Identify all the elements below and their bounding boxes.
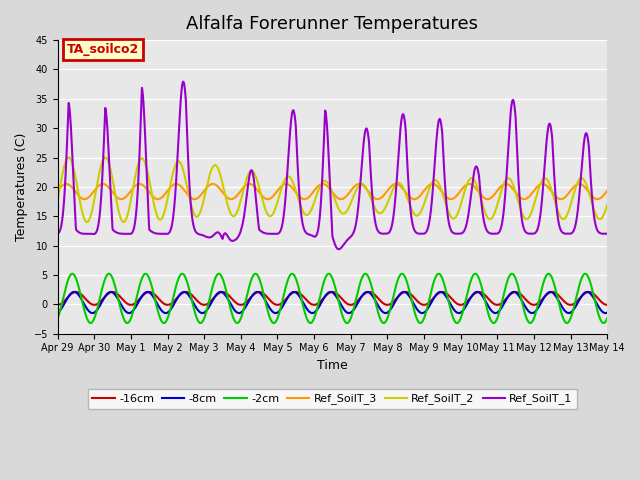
Line: Ref_SoilT_3: Ref_SoilT_3 [58, 184, 607, 199]
-2cm [456, 318, 463, 324]
-2cm [600, 320, 607, 326]
-16cm [314, 300, 322, 306]
Line: -16cm: -16cm [58, 292, 607, 305]
-8cm [456, 310, 463, 316]
-16cm [241, 301, 248, 307]
Ref_SoilT_1 [604, 231, 611, 237]
Ref_SoilT_2 [54, 197, 61, 203]
-16cm [54, 302, 61, 308]
-8cm [604, 310, 611, 315]
-2cm [54, 315, 61, 321]
Ref_SoilT_3 [573, 181, 581, 187]
-2cm [604, 315, 611, 321]
Ref_SoilT_2 [580, 177, 588, 183]
-8cm [70, 289, 78, 295]
Line: -2cm: -2cm [58, 274, 607, 323]
-2cm [314, 303, 322, 309]
Ref_SoilT_1 [241, 211, 248, 216]
Ref_SoilT_3 [54, 188, 61, 193]
-2cm [68, 271, 76, 276]
-8cm [580, 290, 588, 296]
Ref_SoilT_2 [241, 183, 248, 189]
Ref_SoilT_2 [314, 189, 322, 194]
-16cm [456, 302, 463, 308]
Ref_SoilT_3 [456, 190, 463, 195]
Legend: -16cm, -8cm, -2cm, Ref_SoilT_3, Ref_SoilT_2, Ref_SoilT_1: -16cm, -8cm, -2cm, Ref_SoilT_3, Ref_Soil… [88, 389, 577, 409]
Ref_SoilT_2 [604, 202, 611, 208]
Ref_SoilT_3 [246, 181, 253, 187]
Ref_SoilT_2 [456, 206, 463, 212]
-8cm [241, 306, 248, 312]
Ref_SoilT_2 [65, 155, 72, 160]
Ref_SoilT_2 [573, 180, 581, 186]
Line: Ref_SoilT_1: Ref_SoilT_1 [58, 82, 607, 249]
Ref_SoilT_3 [604, 188, 611, 193]
-2cm [471, 271, 479, 276]
-2cm [580, 271, 588, 277]
-8cm [471, 290, 479, 296]
X-axis label: Time: Time [317, 359, 348, 372]
-16cm [573, 298, 581, 304]
Ref_SoilT_3 [241, 184, 248, 190]
Ref_SoilT_1 [580, 138, 588, 144]
Ref_SoilT_1 [471, 166, 479, 171]
Ref_SoilT_2 [471, 179, 479, 184]
-16cm [471, 290, 479, 296]
Ref_SoilT_2 [83, 219, 91, 225]
Line: -8cm: -8cm [58, 292, 607, 313]
Ref_SoilT_3 [314, 183, 322, 189]
-16cm [580, 291, 588, 297]
Ref_SoilT_1 [456, 231, 463, 237]
-16cm [72, 289, 80, 295]
Ref_SoilT_3 [264, 196, 271, 202]
-16cm [604, 302, 611, 308]
-8cm [602, 310, 609, 316]
-8cm [54, 310, 61, 315]
-2cm [241, 303, 248, 309]
Text: TA_soilco2: TA_soilco2 [67, 43, 139, 56]
Ref_SoilT_1 [179, 79, 187, 84]
Title: Alfalfa Forerunner Temperatures: Alfalfa Forerunner Temperatures [186, 15, 479, 33]
Line: Ref_SoilT_2: Ref_SoilT_2 [58, 157, 607, 222]
Ref_SoilT_3 [580, 184, 588, 190]
-8cm [314, 306, 322, 312]
Ref_SoilT_1 [54, 231, 61, 237]
Ref_SoilT_3 [471, 184, 479, 190]
-2cm [573, 290, 581, 296]
-8cm [573, 300, 581, 306]
Ref_SoilT_1 [335, 246, 342, 252]
Ref_SoilT_1 [314, 228, 322, 234]
Y-axis label: Temperatures (C): Temperatures (C) [15, 132, 28, 241]
Ref_SoilT_1 [573, 210, 581, 216]
